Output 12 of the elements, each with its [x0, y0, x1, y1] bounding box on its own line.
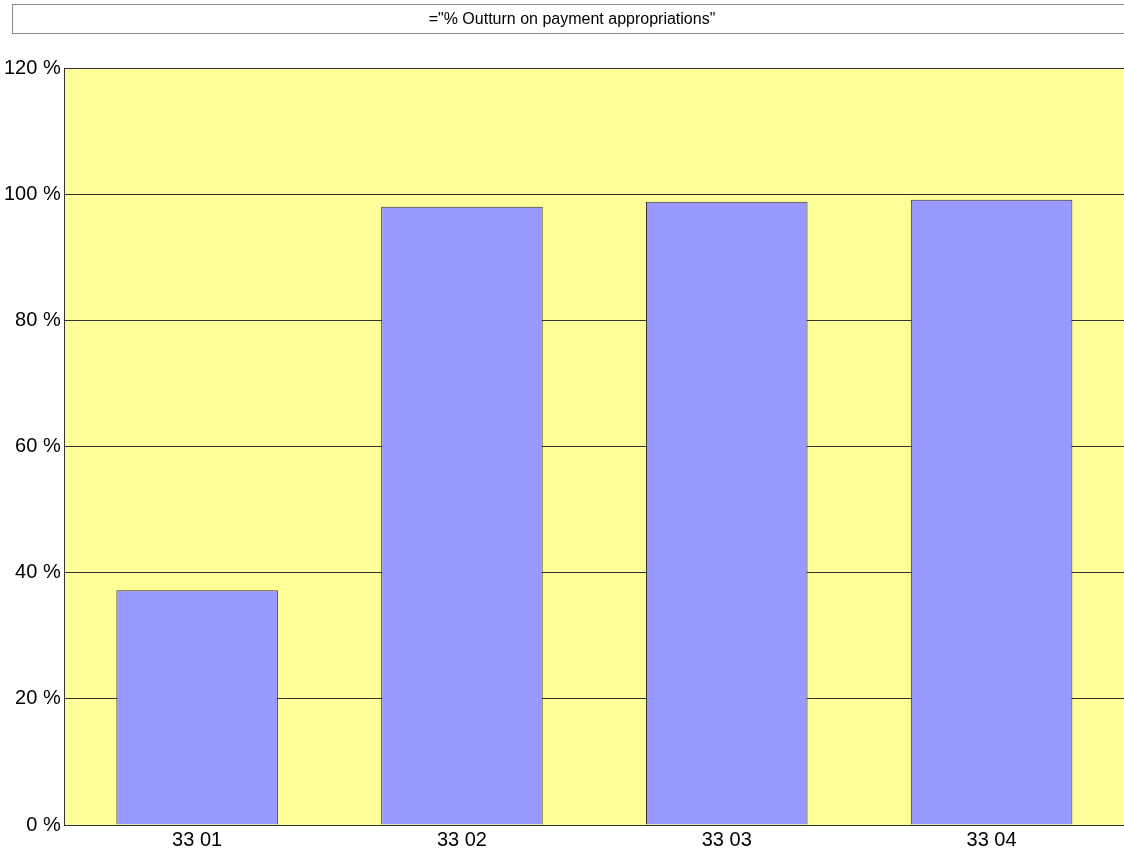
y-tick-label: 80 % [15, 307, 61, 330]
x-tick-label: 33 04 [966, 827, 1017, 850]
chart-title: ="% Outturn on payment appropriations" [12, 4, 1124, 34]
y-tick-label: 120 % [3, 55, 61, 78]
y-tick-label: 100 % [3, 181, 61, 204]
x-tick-label: 33 03 [701, 827, 752, 850]
y-tick-label: 40 % [15, 560, 61, 583]
y-tick-label: 60 % [15, 434, 61, 457]
y-tick-label: 20 % [15, 686, 61, 709]
y-tick-label: 0 % [26, 812, 61, 835]
x-tick-label: 33 01 [172, 827, 223, 850]
x-tick-label: 33 02 [436, 827, 487, 850]
